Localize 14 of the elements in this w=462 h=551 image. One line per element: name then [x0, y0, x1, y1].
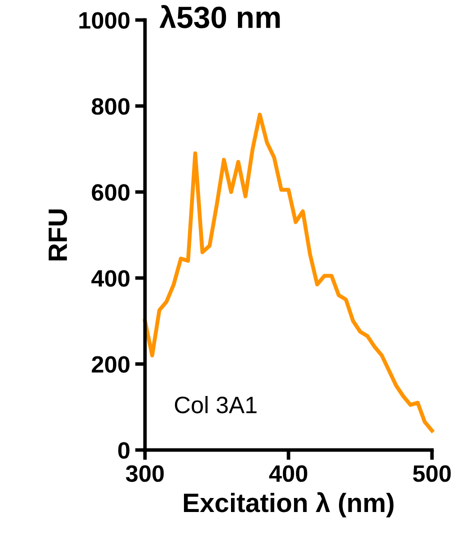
- y-tick-label: 800: [92, 98, 130, 115]
- y-tick-label: 200: [92, 356, 130, 373]
- x-tick-label: 500: [413, 465, 451, 482]
- x-axis-title: Excitation λ (nm): [184, 492, 394, 518]
- y-tick-label: 0: [118, 442, 130, 459]
- chart-title: λ530 nm: [159, 4, 280, 28]
- y-tick-label: 600: [92, 184, 130, 201]
- x-tick-label: 300: [126, 465, 164, 482]
- line-series: [143, 112, 434, 433]
- y-axis-title: RFU: [48, 209, 68, 260]
- annotation: Col 3A1: [174, 396, 257, 414]
- y-tick-label: 400: [91, 270, 130, 287]
- y-tick-label: 1000: [79, 12, 130, 29]
- x-tick-label: 400: [269, 465, 308, 482]
